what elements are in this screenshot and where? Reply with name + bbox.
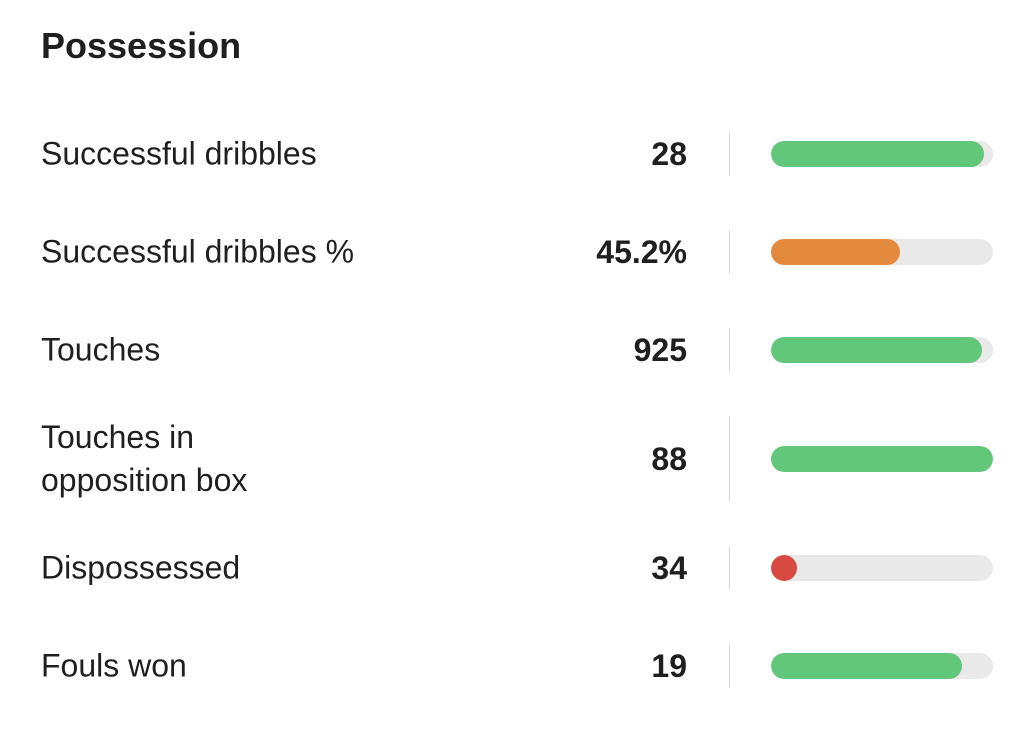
percentile-bar-fill	[771, 337, 982, 363]
stat-row-dispossessed: Dispossessed 34	[0, 519, 1024, 617]
divider	[729, 546, 730, 590]
percentile-bar	[771, 239, 993, 265]
percentile-bar-fill	[771, 239, 900, 265]
percentile-bar-fill	[771, 653, 962, 679]
percentile-bar	[771, 446, 993, 472]
percentile-bar	[771, 555, 993, 581]
stat-list: Successful dribbles 28 Successful dribbl…	[0, 105, 1024, 715]
divider	[729, 328, 730, 372]
stat-value: 88	[651, 441, 687, 477]
stat-value: 925	[633, 332, 687, 368]
stat-value: 45.2%	[596, 234, 687, 270]
divider	[729, 644, 730, 688]
stat-label: Touches in opposition box	[41, 419, 248, 498]
stat-row-touches: Touches 925	[0, 301, 1024, 399]
section-title: Possession	[41, 25, 242, 66]
percentile-bar	[771, 337, 993, 363]
stat-value: 28	[651, 136, 687, 172]
percentile-bar-fill	[771, 555, 797, 581]
stat-row-fouls-won: Fouls won 19	[0, 617, 1024, 715]
stat-label: Successful dribbles %	[41, 233, 355, 270]
stat-value: 34	[651, 550, 687, 586]
stat-row-successful-dribbles-percent: Successful dribbles % 45.2%	[0, 203, 1024, 301]
stat-value: 19	[651, 648, 687, 684]
percentile-bar-fill	[771, 446, 993, 472]
percentile-bar-fill	[771, 141, 985, 167]
stat-label: Fouls won	[41, 647, 187, 684]
divider	[729, 416, 730, 502]
stat-label: Successful dribbles	[41, 135, 317, 172]
stat-label: Dispossessed	[41, 549, 241, 586]
percentile-bar	[771, 653, 993, 679]
stat-label: Touches	[41, 331, 161, 368]
stat-row-touches-in-opposition-box: Touches in opposition box 88	[0, 399, 1024, 519]
stat-row-successful-dribbles: Successful dribbles 28	[0, 105, 1024, 203]
divider	[729, 132, 730, 176]
divider	[729, 230, 730, 274]
percentile-bar	[771, 141, 993, 167]
